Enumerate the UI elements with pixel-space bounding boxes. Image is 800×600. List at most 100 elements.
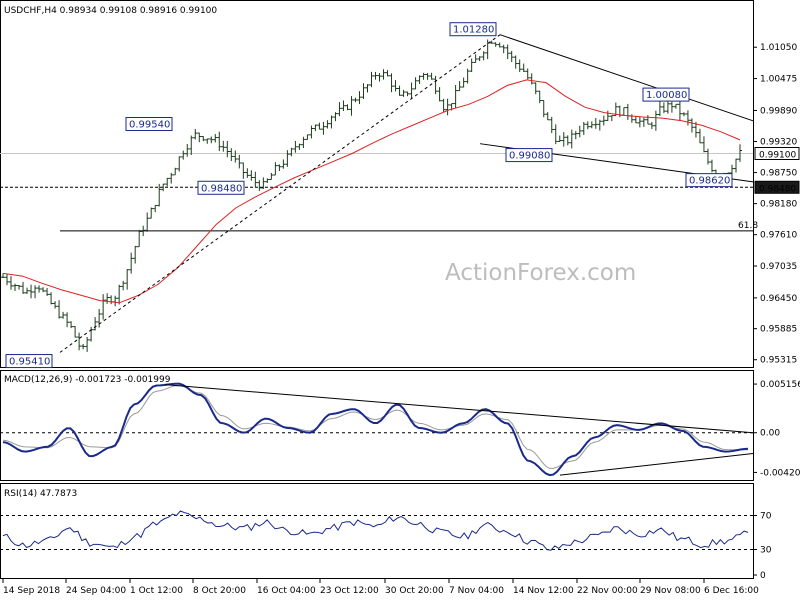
x-tick-label: 14 Sep 2018 [3, 586, 60, 596]
y-tick-label: 0.98750 [760, 169, 797, 179]
ohlc-bar [129, 252, 134, 274]
rsi-panel-frame [0, 483, 754, 579]
ohlc-bar [493, 42, 498, 47]
ohlc-bar [21, 281, 26, 294]
ohlc-bar [589, 121, 594, 129]
y-tick-label: 0.97035 [760, 262, 797, 272]
price-annotation-label: 0.99080 [509, 151, 550, 162]
x-tick-label: 8 Oct 20:00 [193, 586, 246, 596]
ohlc-bar [481, 51, 486, 61]
y-tick-label: 0.96450 [760, 294, 797, 304]
y-tick-label: 0.99320 [760, 138, 797, 148]
ohlc-bar [149, 207, 154, 219]
price-annotation-box [449, 22, 497, 37]
ohlc-bar [189, 135, 194, 156]
ohlc-bar [333, 112, 338, 122]
ohlc-bar [137, 229, 142, 248]
price-annotation-box [197, 180, 245, 195]
ohlc-bar [161, 183, 166, 192]
x-tick-label: 1 Oct 12:00 [130, 586, 183, 596]
x-tick-label: 30 Oct 20:00 [385, 586, 444, 596]
fib-61-8-label: 61.8 [738, 221, 758, 231]
ohlc-bar [281, 159, 286, 169]
ohlc-bar [45, 288, 50, 296]
price-annotation-box [642, 87, 690, 102]
price-annotation-box [685, 173, 733, 188]
macd-main-line [2, 382, 749, 477]
price-annotation-label: 0.98480 [201, 183, 242, 194]
x-tick-label: 29 Nov 08:00 [640, 586, 701, 596]
ohlc-bar [673, 103, 678, 109]
ohlc-bar [609, 115, 614, 122]
ohlc-bar [353, 97, 358, 103]
ohlc-bar [653, 110, 658, 131]
ohlc-bar [341, 100, 346, 112]
y-tick-label: 1.01050 [760, 43, 797, 53]
ohlc-bar [557, 135, 562, 142]
watermark: ActionForex.com [445, 260, 636, 286]
ohlc-bar [477, 56, 482, 62]
ohlc-bar [313, 124, 318, 132]
ohlc-bar [9, 276, 14, 290]
ohlc-bar [529, 73, 534, 85]
ohlc-bar [165, 177, 170, 187]
macd-lower-trendline [559, 452, 754, 476]
ohlc-bar [173, 167, 178, 176]
ohlc-bar [193, 128, 198, 140]
ohlc-bar [373, 71, 378, 80]
rsi-tick-label: 30 [760, 546, 772, 556]
ohlc-bar [309, 125, 314, 139]
ohlc-bar [345, 104, 350, 111]
ohlc-bar [681, 112, 686, 117]
ohlc-bar [601, 115, 606, 126]
x-tick-label: 23 Oct 12:00 [320, 586, 379, 596]
price-annotation-label: 0.99540 [129, 120, 170, 131]
ohlc-bar [709, 159, 714, 173]
ohlc-bar [197, 132, 202, 143]
ohlc-bar [141, 225, 146, 237]
ohlc-bar [349, 96, 354, 116]
ohlc-bar [677, 98, 682, 121]
ohlc-bar [633, 116, 638, 124]
ohlc-bar [541, 99, 546, 118]
x-tick-label: 6 Dec 16:00 [704, 586, 759, 596]
y-tick-label: 1.00475 [760, 75, 797, 85]
ohlc-bar [317, 122, 322, 130]
ohlc-bar [489, 40, 494, 44]
ohlc-bar [581, 121, 586, 136]
price-annotation-box [505, 148, 553, 163]
ohlc-bar [381, 69, 386, 80]
ohlc-bar [49, 292, 54, 305]
ohlc-bar [641, 117, 646, 127]
ohlc-bar [217, 131, 222, 152]
ohlc-bar [441, 98, 446, 113]
ohlc-bar [385, 70, 390, 77]
ohlc-bar [5, 274, 10, 286]
ohlc-bar [453, 85, 458, 109]
ohlc-bar [597, 119, 602, 131]
ohlc-bar [77, 332, 82, 351]
ohlc-bar [265, 178, 270, 184]
ohlc-bar [405, 91, 410, 97]
ohlc-bar [293, 140, 298, 153]
ohlc-bar [665, 101, 670, 114]
ohlc-bar [85, 336, 90, 352]
ohlc-bar [25, 287, 30, 294]
ohlc-bar [269, 172, 274, 180]
ohlc-bar [613, 102, 618, 117]
macd-upper-trendline [164, 384, 754, 434]
ohlc-bar [13, 283, 18, 291]
ohlc-bar [261, 177, 266, 189]
ohlc-bar [329, 115, 334, 129]
ohlc-bar [573, 131, 578, 140]
y-tick-label: 0.98180 [760, 200, 797, 210]
ohlc-bar [669, 101, 674, 113]
ohlc-bar [285, 150, 290, 167]
ohlc-bar [369, 71, 374, 88]
ohlc-bar [401, 89, 406, 97]
ohlc-bar [585, 121, 590, 130]
ohlc-bar [521, 63, 526, 72]
ohlc-bar [145, 212, 150, 232]
macd-tick-label: -0.004209 [760, 468, 800, 478]
